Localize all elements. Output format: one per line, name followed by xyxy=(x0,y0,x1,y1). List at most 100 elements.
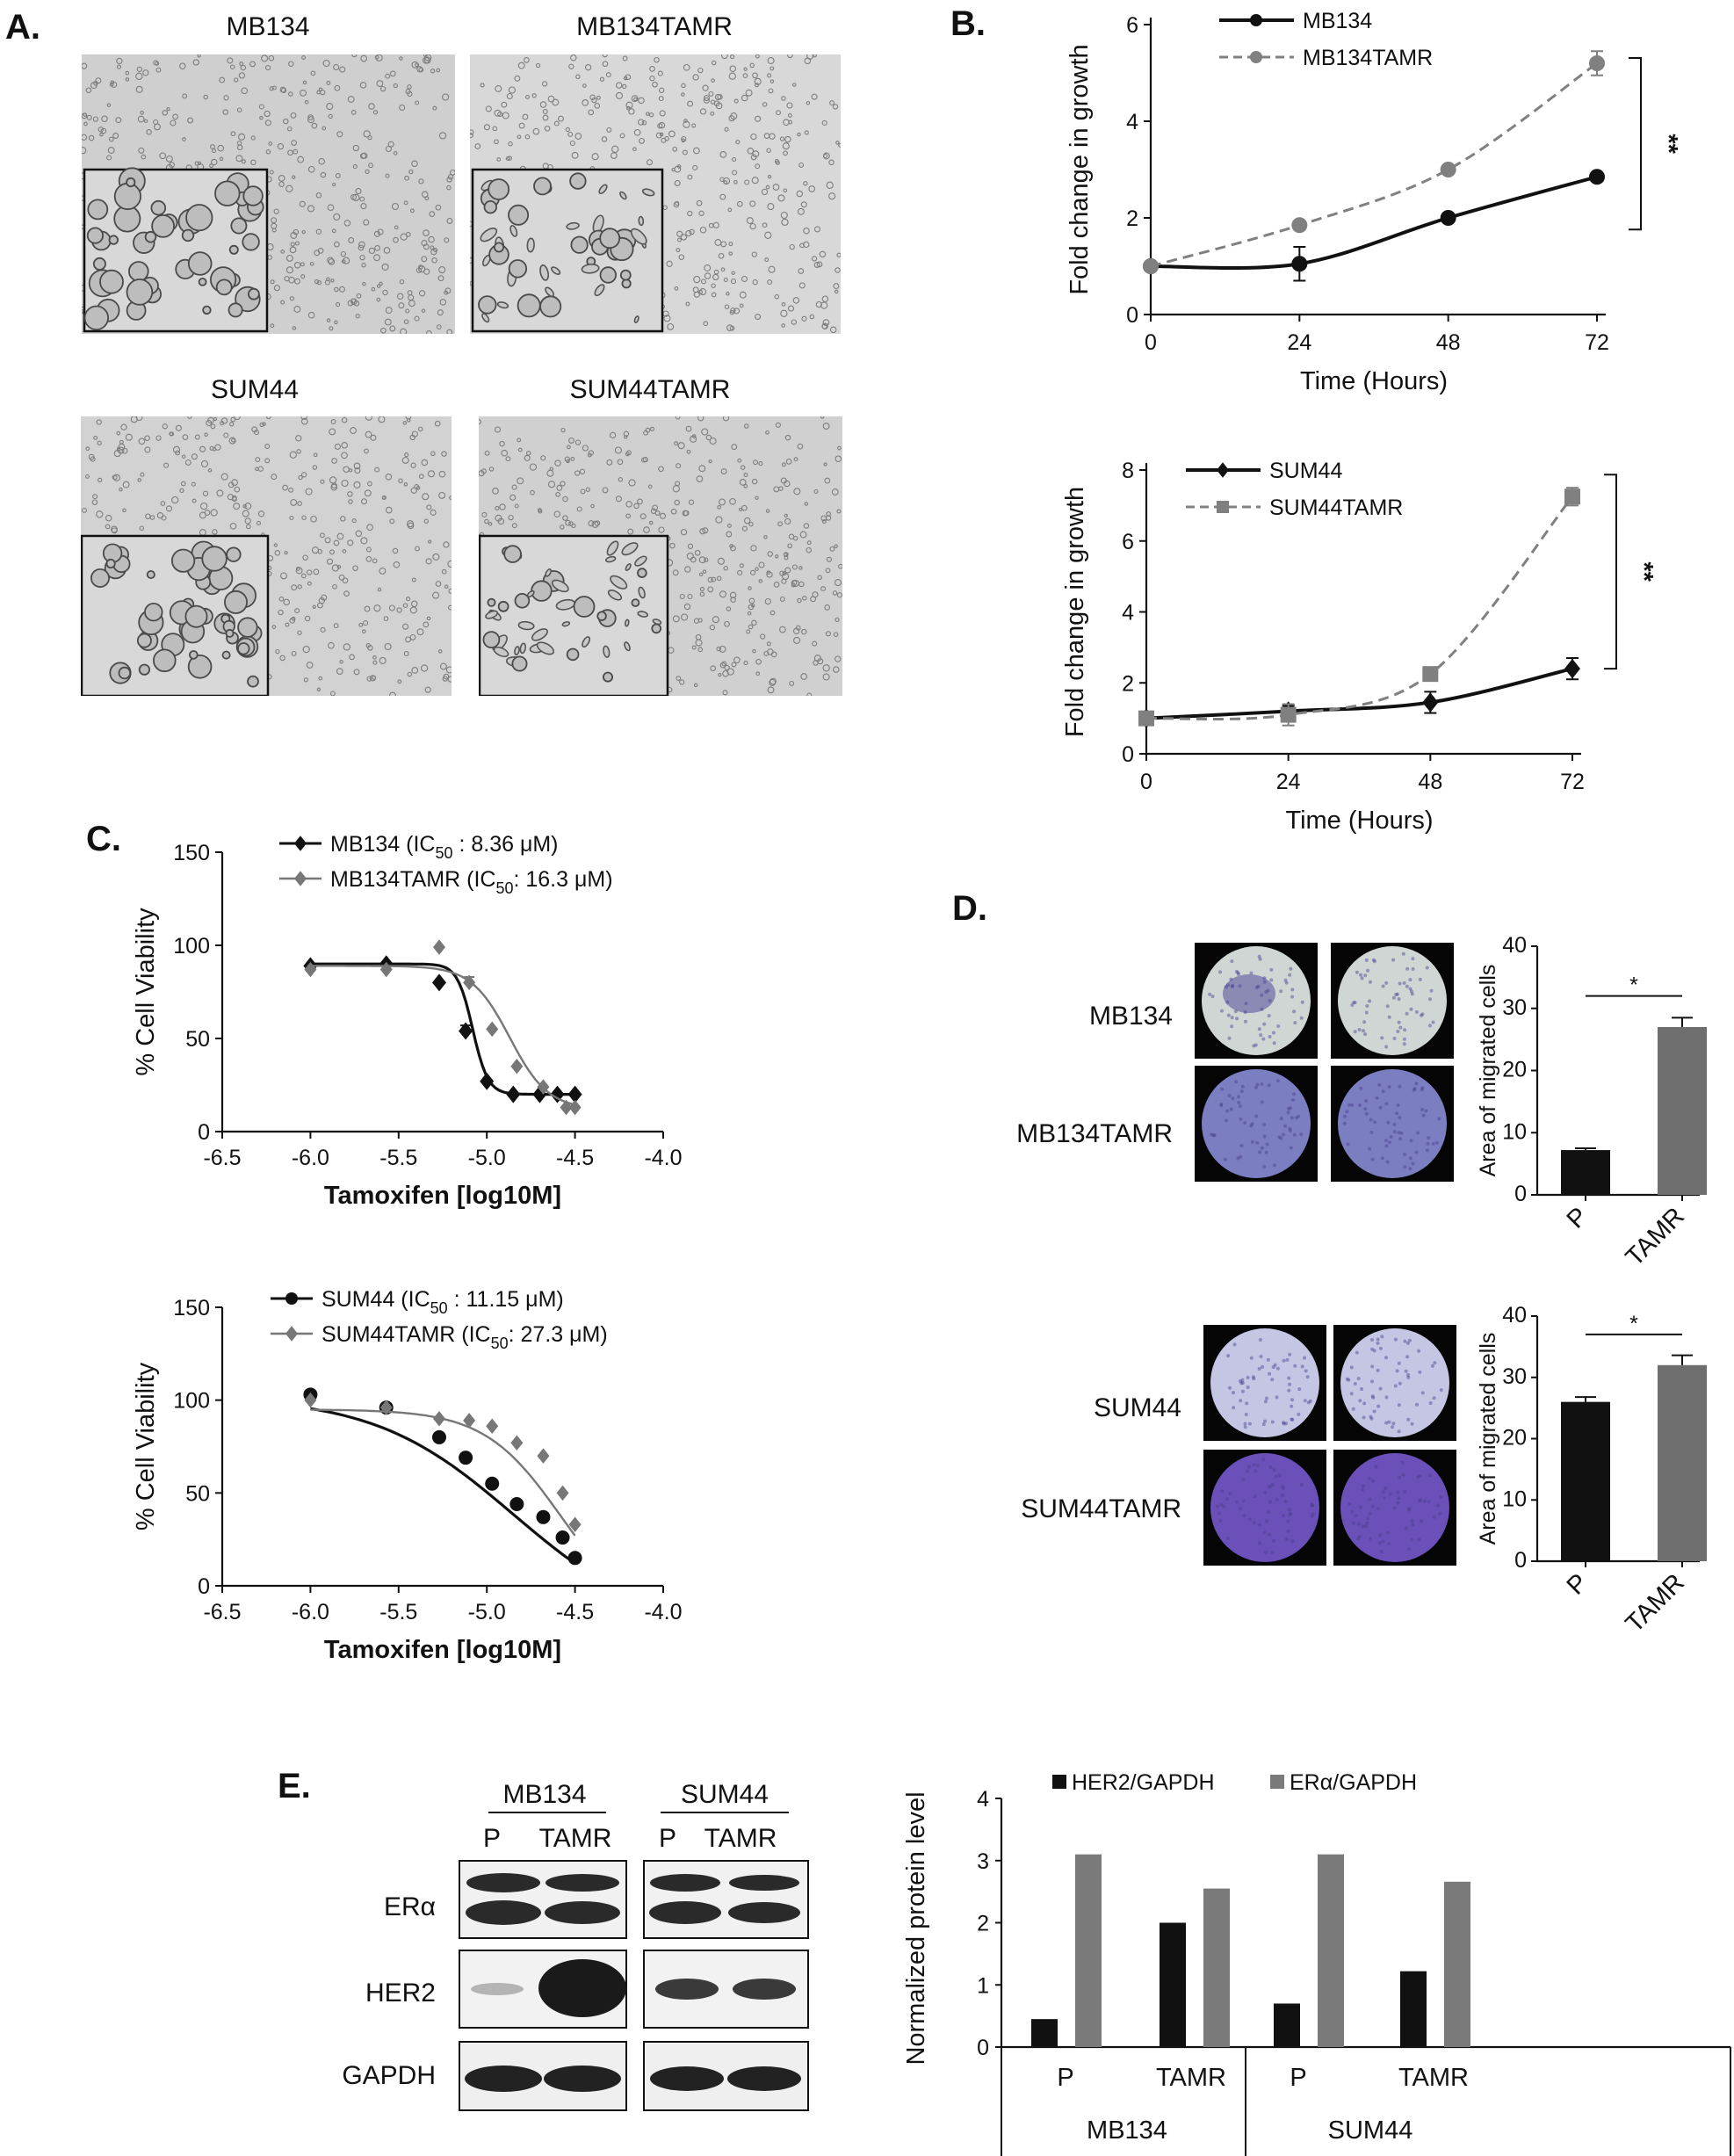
stained-cell xyxy=(1268,1465,1273,1470)
stained-cell xyxy=(1255,1082,1260,1087)
stained-cell xyxy=(1408,1156,1412,1161)
cell xyxy=(624,435,628,439)
stained-cell xyxy=(1270,1420,1275,1424)
cell xyxy=(728,72,736,80)
significance-bracket xyxy=(1604,474,1617,670)
blot-group-label: SUM44 xyxy=(681,1780,769,1809)
cell xyxy=(697,416,704,422)
stained-cell xyxy=(1384,1356,1388,1360)
cell xyxy=(93,81,98,86)
migration-well xyxy=(1210,1453,1319,1562)
cell xyxy=(752,279,758,286)
cell xyxy=(618,477,624,482)
inset-cell xyxy=(247,287,260,300)
y-tick-label: 8 xyxy=(1122,459,1134,483)
cell xyxy=(806,100,811,105)
cell xyxy=(517,134,522,140)
cell xyxy=(699,591,705,597)
cell xyxy=(707,576,713,583)
inset-cell xyxy=(508,204,530,226)
stained-cell xyxy=(1409,1007,1413,1011)
cell xyxy=(614,446,622,454)
inset-cell xyxy=(634,555,647,567)
cell xyxy=(661,137,667,143)
legend-marker xyxy=(1217,501,1229,513)
stained-cell xyxy=(1356,1377,1361,1380)
cell xyxy=(777,521,783,527)
cell xyxy=(755,658,762,665)
cell xyxy=(445,666,452,674)
cell xyxy=(763,650,769,656)
cell xyxy=(406,418,411,423)
cell xyxy=(775,554,779,559)
stained-cell xyxy=(1246,1469,1250,1473)
cell xyxy=(507,156,512,161)
cell xyxy=(146,129,152,135)
cell xyxy=(806,692,813,696)
stained-cell xyxy=(1398,1137,1403,1141)
cell xyxy=(93,435,98,440)
cell xyxy=(822,664,830,672)
cell xyxy=(633,97,638,102)
bar xyxy=(1658,1364,1707,1561)
x-tick-label: -5.5 xyxy=(379,1600,417,1624)
legend-swatch xyxy=(1052,1775,1066,1789)
stained-cell xyxy=(1405,1341,1410,1345)
cell xyxy=(300,472,307,478)
cell xyxy=(353,481,361,488)
cell xyxy=(378,416,386,423)
cell xyxy=(350,427,357,434)
cell xyxy=(525,94,530,99)
cell xyxy=(724,664,730,671)
stained-cell xyxy=(1428,1473,1433,1478)
cell xyxy=(834,289,839,294)
cell xyxy=(646,112,650,116)
inset-cell xyxy=(638,586,646,599)
panel-d-migration-wells: MB134 MB134TAMR SUM44 SUM44TAMR xyxy=(1016,943,1456,1566)
inset-cell xyxy=(228,302,243,318)
stained-cell xyxy=(1277,1135,1282,1139)
cell xyxy=(774,293,780,300)
cell xyxy=(517,447,523,452)
stained-cell xyxy=(1284,980,1289,985)
cell xyxy=(436,324,442,329)
stained-cell xyxy=(1420,1108,1425,1111)
y-tick-label: 150 xyxy=(173,1296,210,1320)
cell xyxy=(326,81,331,85)
cell xyxy=(311,122,318,129)
cell xyxy=(743,67,748,71)
cell xyxy=(623,430,630,438)
panel-e-label: E. xyxy=(278,1767,311,1805)
stained-cell xyxy=(1389,1135,1393,1139)
cell xyxy=(726,531,733,538)
cell xyxy=(324,537,331,544)
cell xyxy=(336,668,343,675)
cell xyxy=(649,76,655,82)
well-row-label: SUM44 xyxy=(1094,1393,1181,1422)
cell xyxy=(568,63,574,69)
stained-cell xyxy=(1403,1165,1407,1169)
inset-cell xyxy=(90,568,111,589)
stained-cell xyxy=(1388,1492,1392,1496)
stained-cell xyxy=(1264,1550,1268,1554)
cell xyxy=(484,450,490,456)
cell xyxy=(813,660,819,666)
cell xyxy=(175,424,182,431)
cell xyxy=(341,416,348,423)
x-axis-title: Tamoxifen [log10M] xyxy=(324,1182,561,1210)
y-tick-label: 100 xyxy=(173,934,210,959)
cell xyxy=(758,461,763,467)
inset-cell xyxy=(150,199,167,216)
cell xyxy=(203,94,208,100)
cell xyxy=(825,631,831,637)
inset-cell xyxy=(533,177,552,196)
stained-cell xyxy=(1227,1036,1232,1040)
stained-cell xyxy=(1244,1019,1247,1024)
stained-cell xyxy=(1403,1028,1407,1032)
stained-cell xyxy=(1370,1157,1375,1161)
cell xyxy=(739,291,747,299)
cell xyxy=(311,546,320,554)
cell xyxy=(245,524,251,530)
stained-cell xyxy=(1387,1542,1391,1545)
